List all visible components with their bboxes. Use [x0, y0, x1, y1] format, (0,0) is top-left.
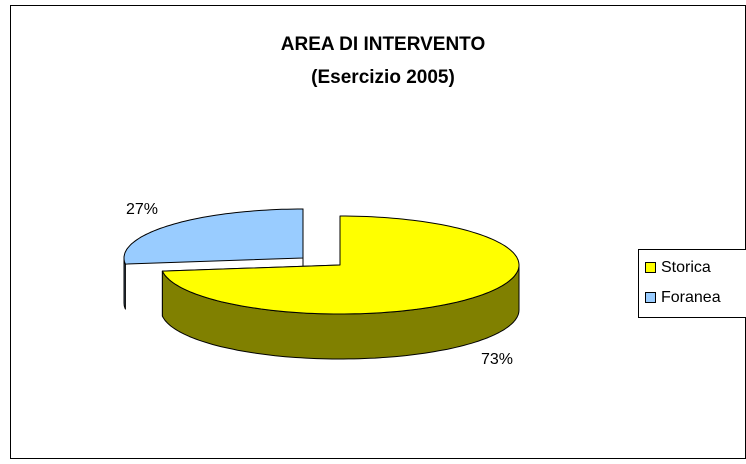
legend-label: Storica — [661, 259, 711, 276]
data-label: 73% — [481, 351, 513, 368]
legend-label: Foranea — [661, 289, 721, 306]
chart-title: AREA DI INTERVENTO — [281, 34, 485, 55]
slice-side — [124, 258, 125, 309]
chart-subtitle: (Esercizio 2005) — [311, 67, 455, 88]
legend-swatch — [646, 263, 656, 273]
data-label: 27% — [126, 201, 158, 218]
legend-swatch — [646, 293, 656, 303]
